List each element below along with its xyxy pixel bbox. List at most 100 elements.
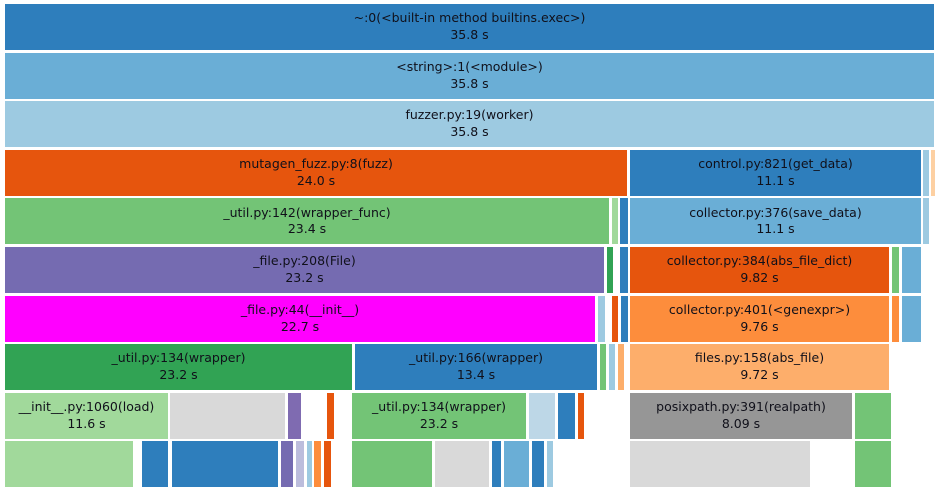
flame-segment[interactable]: _file.py:208(File) 23.2 s	[5, 247, 604, 293]
flame-segment-sliver[interactable]	[307, 441, 312, 488]
flame-row: ~:0(<built-in method builtins.exec>) 35.8…	[0, 4, 939, 50]
flame-segment-sliver[interactable]	[618, 344, 624, 391]
flame-segment[interactable]: __init__.py:1060(load) 11.6 s	[5, 392, 168, 439]
flame-segment[interactable]: _util.py:166(wrapper) 13.4 s	[355, 344, 597, 391]
flame-segment-sliver[interactable]	[612, 198, 618, 245]
segment-time-label: 22.7 s	[280, 318, 320, 334]
flame-segment-sliver[interactable]	[5, 441, 133, 488]
segment-time-label: 35.8 s	[450, 27, 489, 42]
flame-segment-sliver[interactable]	[598, 295, 605, 342]
flame-segment[interactable]: _util.py:142(wrapper_func) 23.4 s	[5, 198, 609, 245]
flame-row: _file.py:208(File) 23.2 s collector.py:384…	[0, 247, 939, 293]
flame-segment-sliver[interactable]	[435, 441, 489, 488]
flame-segment-sliver[interactable]	[558, 392, 575, 439]
segment-function-label: _util.py:134(wrapper)	[111, 350, 246, 366]
segment-time-label: 23.2 s	[419, 415, 459, 431]
segment-function-label: control.py:821(get_data)	[698, 155, 853, 171]
segment-time-label: 23.4 s	[287, 221, 327, 237]
segment-time-label: 11.1 s	[756, 172, 795, 188]
segment-function-label: _util.py:166(wrapper)	[409, 350, 543, 366]
flame-segment-sliver[interactable]	[324, 441, 331, 488]
segment-function-label: files.py:158(abs_file)	[694, 350, 825, 366]
flame-segment-sliver[interactable]	[296, 441, 304, 488]
segment-time-label: 9.76 s	[740, 318, 779, 334]
flame-segment-sliver[interactable]	[529, 392, 555, 439]
segment-function-label: collector.py:376(save_data)	[689, 204, 862, 220]
flame-segment-sliver[interactable]	[902, 295, 921, 342]
flame-segment[interactable]: _util.py:134(wrapper) 23.2 s	[5, 344, 352, 391]
flame-segment-sliver[interactable]	[172, 441, 278, 488]
segment-function-label: <string>:1(<module>)	[396, 58, 543, 74]
flame-segment-sliver[interactable]	[892, 295, 899, 342]
flame-segment[interactable]: collector.py:376(save_data) 11.1 s	[630, 198, 921, 245]
flame-segment[interactable]: _file.py:44(__init__) 22.7 s	[5, 295, 595, 342]
flame-segment-sliver[interactable]	[170, 392, 285, 439]
flame-segment-sliver[interactable]	[621, 295, 628, 342]
segment-function-label: _util.py:142(wrapper_func)	[223, 204, 391, 220]
flame-segment-sliver[interactable]	[620, 247, 628, 293]
flame-segment-sliver[interactable]	[855, 392, 891, 439]
flame-segment-sliver[interactable]	[892, 247, 899, 293]
flame-segment-sliver[interactable]	[547, 441, 553, 488]
segment-time-label: 23.2 s	[159, 367, 198, 383]
segment-time-label: 24.0 s	[296, 172, 336, 188]
flame-segment-sliver[interactable]	[142, 441, 168, 488]
flame-segment-sliver[interactable]	[288, 392, 301, 439]
flame-segment-sliver[interactable]	[923, 198, 929, 245]
flame-row: _file.py:44(__init__) 22.7 s collector.py:…	[0, 295, 939, 342]
segment-time-label: 23.2 s	[285, 270, 324, 285]
flame-row: <string>:1(<module>) 35.8 s	[0, 52, 939, 99]
segment-function-label: posixpath.py:391(realpath)	[656, 398, 826, 414]
flame-segment[interactable]: collector.py:384(abs_file_dict) 9.82 s	[630, 247, 889, 293]
segment-function-label: __init__.py:1060(load)	[18, 398, 155, 414]
flame-segment[interactable]: posixpath.py:391(realpath) 8.09 s	[630, 392, 852, 439]
flame-segment-sliver[interactable]	[612, 295, 618, 342]
flame-segment-sliver[interactable]	[620, 198, 628, 245]
segment-time-label: 13.4 s	[456, 367, 496, 383]
segment-function-label: _file.py:208(File)	[253, 253, 356, 269]
flame-segment-sliver[interactable]	[609, 344, 615, 391]
flame-segment-sliver[interactable]	[327, 392, 334, 439]
segment-function-label: _util.py:134(wrapper)	[372, 398, 506, 414]
flame-segment-sliver[interactable]	[281, 441, 293, 488]
flame-segment-sliver[interactable]	[532, 441, 544, 488]
flame-segment[interactable]: mutagen_fuzz.py:8(fuzz) 24.0 s	[5, 149, 627, 196]
flame-segment-sliver[interactable]	[314, 441, 321, 488]
flame-segment[interactable]: collector.py:401(<genexpr>) 9.76 s	[630, 295, 889, 342]
flame-segment-sliver[interactable]	[855, 441, 891, 488]
flame-segment-sliver[interactable]	[492, 441, 501, 488]
segment-function-label: ~:0(<built-in method builtins.exec>)	[353, 10, 586, 26]
flame-segment-sliver[interactable]	[600, 344, 606, 391]
segment-time-label: 9.72 s	[740, 367, 779, 383]
flame-segment[interactable]: control.py:821(get_data) 11.1 s	[630, 149, 921, 196]
segment-time-label: 11.1 s	[756, 221, 795, 237]
flame-segment[interactable]: files.py:158(abs_file) 9.72 s	[630, 344, 889, 391]
segment-function-label: collector.py:401(<genexpr>)	[668, 301, 851, 317]
flame-segment-sliver[interactable]	[931, 149, 935, 196]
flame-segment-sliver[interactable]	[578, 392, 584, 439]
flame-segment-sliver[interactable]	[923, 149, 929, 196]
flame-row: _util.py:134(wrapper) 23.2 s _util.py:166(…	[0, 344, 939, 391]
segment-function-label: fuzzer.py:19(worker)	[405, 107, 534, 123]
segment-function-label: mutagen_fuzz.py:8(fuzz)	[239, 155, 393, 171]
flame-row	[0, 441, 939, 488]
flame-segment[interactable]: fuzzer.py:19(worker) 35.8 s	[5, 101, 934, 148]
segment-time-label: 35.8 s	[450, 75, 489, 91]
segment-time-label: 8.09 s	[721, 415, 761, 431]
flame-row: mutagen_fuzz.py:8(fuzz) 24.0 s control.py:…	[0, 149, 939, 196]
flame-segment-sliver[interactable]	[352, 441, 432, 488]
flame-segment[interactable]: ~:0(<built-in method builtins.exec>) 35.8…	[5, 4, 934, 50]
segment-function-label: collector.py:384(abs_file_dict)	[666, 253, 853, 269]
flame-segment-sliver[interactable]	[630, 441, 810, 488]
flame-segment[interactable]: <string>:1(<module>) 35.8 s	[5, 52, 934, 99]
flame-segment[interactable]: _util.py:134(wrapper) 23.2 s	[352, 392, 526, 439]
flame-row: __init__.py:1060(load) 11.6 s _util.py:134…	[0, 392, 939, 439]
segment-function-label: _file.py:44(__init__)	[240, 301, 360, 317]
flame-segment-sliver[interactable]	[504, 441, 529, 488]
flame-row: fuzzer.py:19(worker) 35.8 s	[0, 101, 939, 148]
flame-segment-sliver[interactable]	[902, 247, 921, 293]
segment-time-label: 11.6 s	[67, 415, 106, 431]
segment-time-label: 9.82 s	[740, 270, 779, 285]
flame-segment-sliver[interactable]	[607, 247, 613, 293]
